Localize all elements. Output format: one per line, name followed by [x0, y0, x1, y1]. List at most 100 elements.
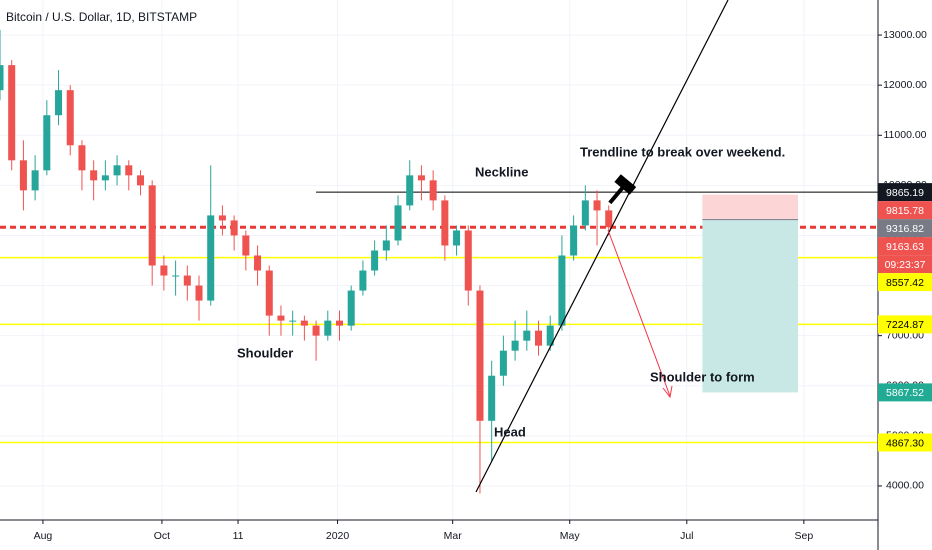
price-label: 9815.78 [886, 205, 924, 217]
gavel-icon [608, 174, 637, 205]
price-label: 9865.19 [886, 187, 924, 199]
candle-body [429, 180, 437, 201]
candle-body [0, 65, 4, 91]
price-label-box [878, 237, 932, 256]
price-label: 9316.82 [886, 223, 924, 235]
candle-body [265, 270, 273, 316]
candle-body [581, 200, 589, 226]
y-tick-label: 4000.00 [886, 480, 924, 492]
candle-body [312, 325, 320, 336]
price-label-box [878, 315, 932, 334]
x-tick-label: 2020 [326, 530, 350, 542]
candle-body [523, 330, 531, 341]
candle-body [148, 185, 156, 266]
y-tick-label: 13000.00 [883, 29, 927, 41]
candle-body [441, 200, 449, 246]
candle-body [593, 200, 601, 211]
candle-body [406, 175, 414, 206]
candle-body [207, 215, 215, 301]
candle-body [8, 65, 16, 161]
candle-body [371, 250, 379, 271]
candle-body [335, 320, 344, 326]
candle-body [534, 330, 543, 346]
candle-body [546, 325, 554, 346]
y-tick-label: 11000.00 [883, 129, 926, 141]
candle-body [125, 165, 133, 176]
candle-body [394, 205, 402, 241]
x-tick-label: 11 [233, 530, 244, 542]
price-label: 9163.63 [886, 241, 924, 253]
candle-body [78, 145, 86, 171]
candle-body [55, 90, 63, 116]
candle-body [195, 285, 203, 301]
candle-body [277, 315, 285, 321]
price-labels: 9865.19 9815.78 9316.82 9163.63 09:23:37 8557… [878, 183, 932, 452]
price-label: 5867.52 [886, 387, 924, 399]
stop-zone [702, 194, 799, 220]
price-label: 4867.30 [886, 437, 924, 449]
candle-body [324, 320, 332, 336]
candle-body [605, 210, 613, 228]
candle-body [19, 160, 27, 191]
candle-body [417, 175, 425, 181]
position-box [702, 194, 799, 393]
grid [0, 0, 878, 520]
arrow [607, 229, 671, 397]
candle-body [254, 255, 262, 271]
annotation: Shoulder to form [650, 369, 755, 384]
price-label: 8557.42 [886, 277, 924, 289]
candle-body [43, 115, 51, 171]
candle-body [172, 275, 180, 277]
candle-body [136, 175, 144, 186]
annotation: Shoulder [237, 345, 293, 360]
candle-body [453, 230, 461, 246]
candle-body [570, 225, 578, 256]
candle-body [499, 350, 507, 376]
candle-body [66, 90, 74, 146]
candle-body [476, 290, 484, 421]
candle-body [90, 170, 98, 181]
countdown-box [878, 255, 932, 274]
candle-body [382, 240, 390, 251]
candle-body [218, 215, 226, 221]
x-tick-label: Aug [34, 530, 53, 542]
price-label-box [878, 383, 932, 402]
x-tick-label: Oct [154, 530, 170, 542]
x-axis-panel [0, 520, 878, 550]
candle-body [31, 170, 39, 191]
candle-body [101, 175, 109, 181]
candle-body [160, 265, 168, 276]
x-tick-label: Mar [444, 530, 463, 542]
price-label-box [878, 219, 932, 238]
candle-body [230, 220, 238, 236]
annotation: Neckline [475, 164, 528, 179]
chart-title: Bitcoin / U.S. Dollar, 1D, BITSTAMP [6, 10, 197, 24]
arrow-head [662, 385, 673, 399]
candle-body [242, 235, 250, 256]
annotation: Head [494, 424, 526, 439]
price-label: 7224.87 [886, 319, 924, 331]
candle-body [289, 320, 297, 322]
price-label-box [878, 433, 932, 452]
trendline [475, 0, 729, 493]
candle-body [558, 255, 566, 326]
candle-body [113, 165, 121, 176]
candle-body [347, 290, 355, 326]
candle-body [488, 375, 496, 421]
candle-body [359, 270, 367, 291]
y-tick-label: 12000.00 [883, 79, 927, 91]
candle-body [511, 340, 519, 351]
candle-body [300, 320, 308, 326]
x-tick-label: Jul [680, 530, 693, 542]
price-label-box [878, 183, 932, 202]
countdown: 09:23:37 [885, 259, 926, 271]
x-tick-label: Sep [795, 530, 814, 542]
price-label-box [878, 273, 932, 292]
annotation: Trendline to break over weekend. [580, 144, 785, 159]
candle-body [464, 230, 472, 291]
candle-body [183, 275, 191, 286]
candles [0, 30, 613, 494]
price-label-box [878, 201, 932, 220]
x-tick-label: May [560, 530, 581, 542]
